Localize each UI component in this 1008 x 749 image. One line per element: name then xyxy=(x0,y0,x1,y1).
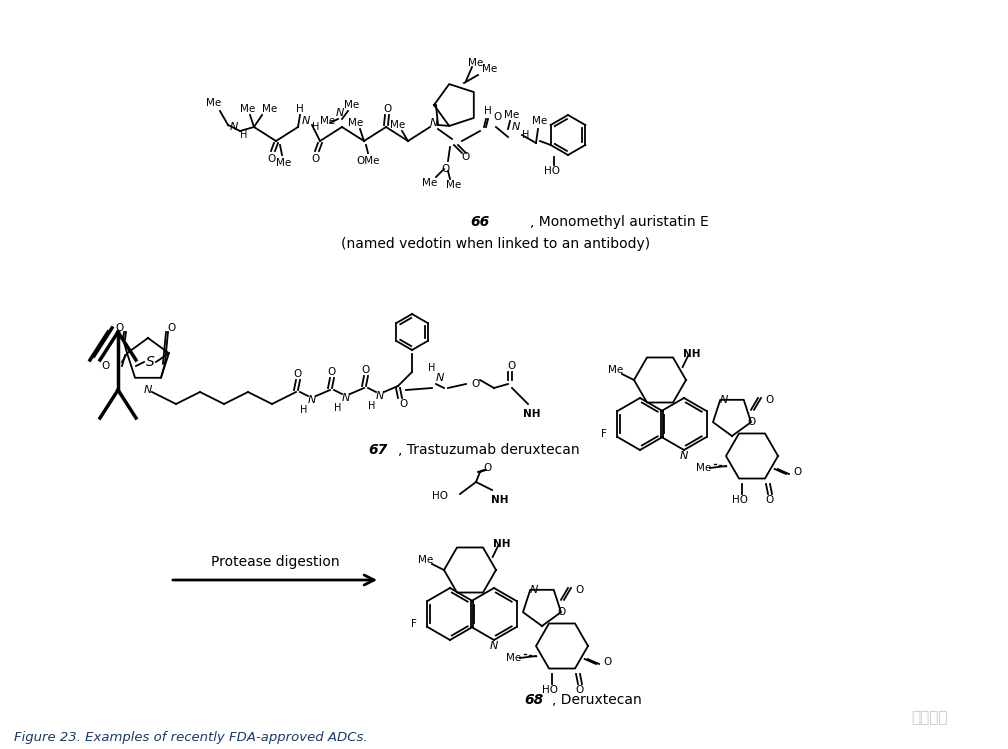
Text: O: O xyxy=(462,152,470,162)
Text: , Trastuzumab deruxtecan: , Trastuzumab deruxtecan xyxy=(398,443,580,457)
Text: , Deruxtecan: , Deruxtecan xyxy=(552,693,642,707)
Text: O: O xyxy=(472,379,480,389)
Text: O: O xyxy=(311,154,321,164)
Text: NH: NH xyxy=(493,539,511,549)
Text: Figure 23. Examples of recently FDA-approved ADCs.: Figure 23. Examples of recently FDA-appr… xyxy=(14,732,368,745)
Text: Me: Me xyxy=(506,653,521,663)
Text: 68: 68 xyxy=(524,693,543,707)
Text: H: H xyxy=(428,363,435,373)
Text: F: F xyxy=(411,619,417,629)
Text: O: O xyxy=(794,467,802,477)
Text: O: O xyxy=(576,585,584,595)
Text: N: N xyxy=(307,395,317,405)
Text: HO: HO xyxy=(542,685,558,695)
Text: H: H xyxy=(368,401,376,411)
Text: N: N xyxy=(435,373,445,383)
Text: O: O xyxy=(362,365,370,375)
Text: H: H xyxy=(240,130,248,140)
Text: Me: Me xyxy=(469,58,484,68)
Text: HO: HO xyxy=(544,166,560,176)
Text: O: O xyxy=(442,164,451,174)
Text: S: S xyxy=(145,355,154,369)
Text: O: O xyxy=(384,104,392,114)
Text: Me: Me xyxy=(422,178,437,188)
Text: H: H xyxy=(300,405,307,415)
Text: Me: Me xyxy=(609,365,624,375)
Text: Me: Me xyxy=(276,158,291,168)
Text: O: O xyxy=(557,607,566,617)
Text: 66: 66 xyxy=(471,215,490,229)
Text: Me: Me xyxy=(418,555,433,565)
Text: N: N xyxy=(376,391,384,401)
Text: Me: Me xyxy=(345,100,360,110)
Text: Me: Me xyxy=(532,116,547,126)
Text: H: H xyxy=(335,403,342,413)
Text: N: N xyxy=(429,118,438,128)
Text: N: N xyxy=(342,393,350,403)
Text: Me: Me xyxy=(321,116,336,126)
Text: Me: Me xyxy=(349,118,364,128)
Text: O: O xyxy=(102,361,110,371)
Text: HO: HO xyxy=(432,491,448,501)
Text: O: O xyxy=(508,361,516,371)
Text: O: O xyxy=(494,112,502,122)
Text: N: N xyxy=(230,122,238,132)
Text: O: O xyxy=(268,154,276,164)
Text: O: O xyxy=(116,323,124,333)
Text: H: H xyxy=(484,106,492,116)
Text: Me: Me xyxy=(240,104,256,114)
Text: Me: Me xyxy=(390,120,405,130)
Text: HO: HO xyxy=(732,495,748,505)
Text: Me: Me xyxy=(504,110,520,120)
Text: O: O xyxy=(766,495,774,505)
Text: N: N xyxy=(679,451,688,461)
Text: N: N xyxy=(490,641,498,651)
Text: O: O xyxy=(576,685,584,695)
Text: H: H xyxy=(296,104,303,114)
Text: NH: NH xyxy=(491,495,509,505)
Text: N: N xyxy=(720,395,728,405)
Text: Me: Me xyxy=(483,64,498,74)
Text: 精准药物: 精准药物 xyxy=(912,711,949,726)
Text: Me: Me xyxy=(697,463,712,473)
Text: Me: Me xyxy=(447,180,462,190)
Text: O: O xyxy=(484,463,492,473)
Text: O: O xyxy=(400,399,408,409)
Text: O: O xyxy=(748,417,756,427)
Text: O: O xyxy=(294,369,302,379)
Text: O: O xyxy=(604,657,612,667)
Text: N: N xyxy=(301,116,310,126)
Text: N: N xyxy=(512,122,520,132)
Text: (named vedotin when linked to an antibody): (named vedotin when linked to an antibod… xyxy=(342,237,650,251)
Text: F: F xyxy=(601,429,607,439)
Text: O: O xyxy=(328,367,336,377)
Text: O: O xyxy=(766,395,774,405)
Text: H: H xyxy=(312,122,320,132)
Text: Me: Me xyxy=(262,104,277,114)
Text: O: O xyxy=(168,323,176,333)
Text: NH: NH xyxy=(523,409,540,419)
Text: OMe: OMe xyxy=(356,156,380,166)
Text: Protease digestion: Protease digestion xyxy=(211,555,340,569)
Text: N: N xyxy=(530,585,538,595)
Text: NH: NH xyxy=(683,349,701,359)
Text: N: N xyxy=(144,385,152,395)
Text: H: H xyxy=(522,130,529,140)
Text: , Monomethyl auristatin E: , Monomethyl auristatin E xyxy=(530,215,709,229)
Text: N: N xyxy=(336,108,344,118)
Text: 67: 67 xyxy=(368,443,388,457)
Text: Me: Me xyxy=(207,98,222,108)
